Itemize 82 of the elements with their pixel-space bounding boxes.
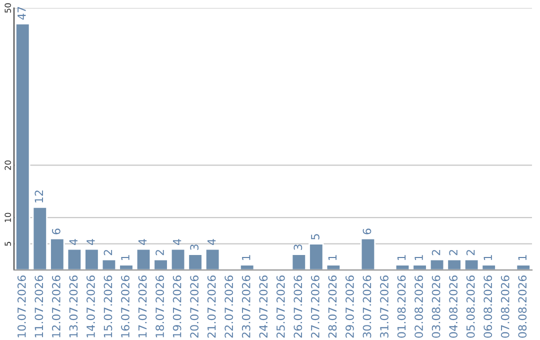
bar	[66, 248, 82, 270]
bar	[516, 264, 531, 270]
x-tick-label: 19.07.2026	[172, 276, 182, 338]
data-label: 1	[397, 255, 406, 260]
data-label: 2	[432, 250, 440, 256]
data-label: 1	[242, 255, 250, 260]
x-tick-label: 11.07.2026	[34, 276, 44, 338]
data-label: 5	[311, 234, 320, 240]
data-label: 4	[173, 239, 182, 245]
x-tick-label: 10.07.2026	[17, 276, 26, 338]
bar	[118, 264, 134, 270]
x-tick-label: 07.08.2026	[500, 276, 510, 338]
bar	[15, 23, 30, 270]
x-tick-label: 24.07.2026	[259, 276, 268, 338]
data-label: 12	[34, 190, 43, 202]
x-tick-label: 29.07.2026	[346, 276, 354, 338]
x-tick-label: 17.07.2026	[138, 276, 147, 338]
bar	[291, 254, 306, 270]
data-label: 6	[52, 228, 60, 234]
bar	[394, 264, 410, 270]
x-tick-label: 16.07.2026	[121, 276, 130, 338]
y-tick-label: 50	[4, 3, 11, 13]
x-tick-label: 20.07.2026	[190, 276, 199, 338]
bar	[204, 248, 220, 270]
data-label: 1	[121, 255, 130, 260]
x-tick-label: 31.07.2026	[380, 276, 388, 338]
x-tick-label: 22.07.2026	[224, 276, 234, 338]
data-label: 1	[518, 255, 526, 260]
x-tick-label: 04.08.2026	[449, 276, 458, 338]
bar	[50, 238, 65, 270]
bar	[464, 258, 480, 270]
data-label: 4	[208, 239, 216, 245]
x-tick-label: 21.07.2026	[207, 276, 216, 338]
x-tick-label: 27.07.2026	[310, 276, 320, 338]
x-tick-label: 08.08.2026	[518, 276, 527, 338]
y-tick-label: 10	[4, 212, 11, 222]
data-label: 1	[414, 255, 423, 260]
data-label: 4	[86, 239, 95, 245]
data-label: 4	[69, 239, 78, 245]
x-tick-label: 01.08.2026	[397, 276, 406, 338]
bar	[308, 243, 324, 270]
bar	[188, 254, 203, 270]
bar	[32, 206, 48, 270]
bar	[412, 264, 428, 270]
data-label: 2	[104, 250, 112, 256]
data-label: 1	[328, 255, 336, 260]
data-label: 2	[466, 250, 475, 256]
data-label: 6	[362, 228, 372, 234]
bar	[481, 264, 496, 270]
bar	[136, 248, 152, 270]
x-tick-label: 12.07.2026	[52, 276, 60, 338]
x-tick-label: 15.07.2026	[104, 276, 112, 338]
x-tick-label: 06.08.2026	[484, 276, 492, 338]
data-label: 47	[18, 7, 26, 20]
data-label: 3	[294, 244, 302, 250]
bar	[170, 248, 186, 270]
bar	[153, 258, 168, 270]
bar	[326, 264, 342, 270]
x-tick-label: 05.08.2026	[466, 276, 475, 338]
data-label: 2	[449, 250, 458, 256]
x-tick-label: 26.07.2026	[294, 276, 302, 338]
data-label: 1	[484, 255, 492, 260]
x-tick-label: 02.08.2026	[414, 276, 423, 338]
data-label: 4	[138, 239, 147, 245]
x-tick-label: 23.07.2026	[242, 276, 250, 338]
x-tick-label: 25.07.2026	[276, 276, 285, 338]
x-tick-label: 13.07.2026	[69, 276, 78, 338]
x-tick-label: 28.07.2026	[328, 276, 337, 338]
bar	[446, 258, 462, 270]
bar	[101, 258, 117, 270]
x-tick-label: 03.08.2026	[432, 276, 440, 338]
bar	[429, 258, 445, 270]
x-tick-label: 18.07.2026	[156, 276, 164, 338]
bar	[84, 248, 100, 270]
data-label: 2	[156, 250, 164, 256]
data-label: 3	[190, 244, 199, 250]
bar	[240, 264, 255, 270]
y-tick-label: 5	[4, 242, 11, 246]
y-tick-label: 20	[4, 160, 11, 170]
x-tick-label: 14.07.2026	[86, 276, 95, 338]
x-tick-label: 30.07.2026	[362, 276, 372, 338]
bar	[360, 238, 376, 270]
